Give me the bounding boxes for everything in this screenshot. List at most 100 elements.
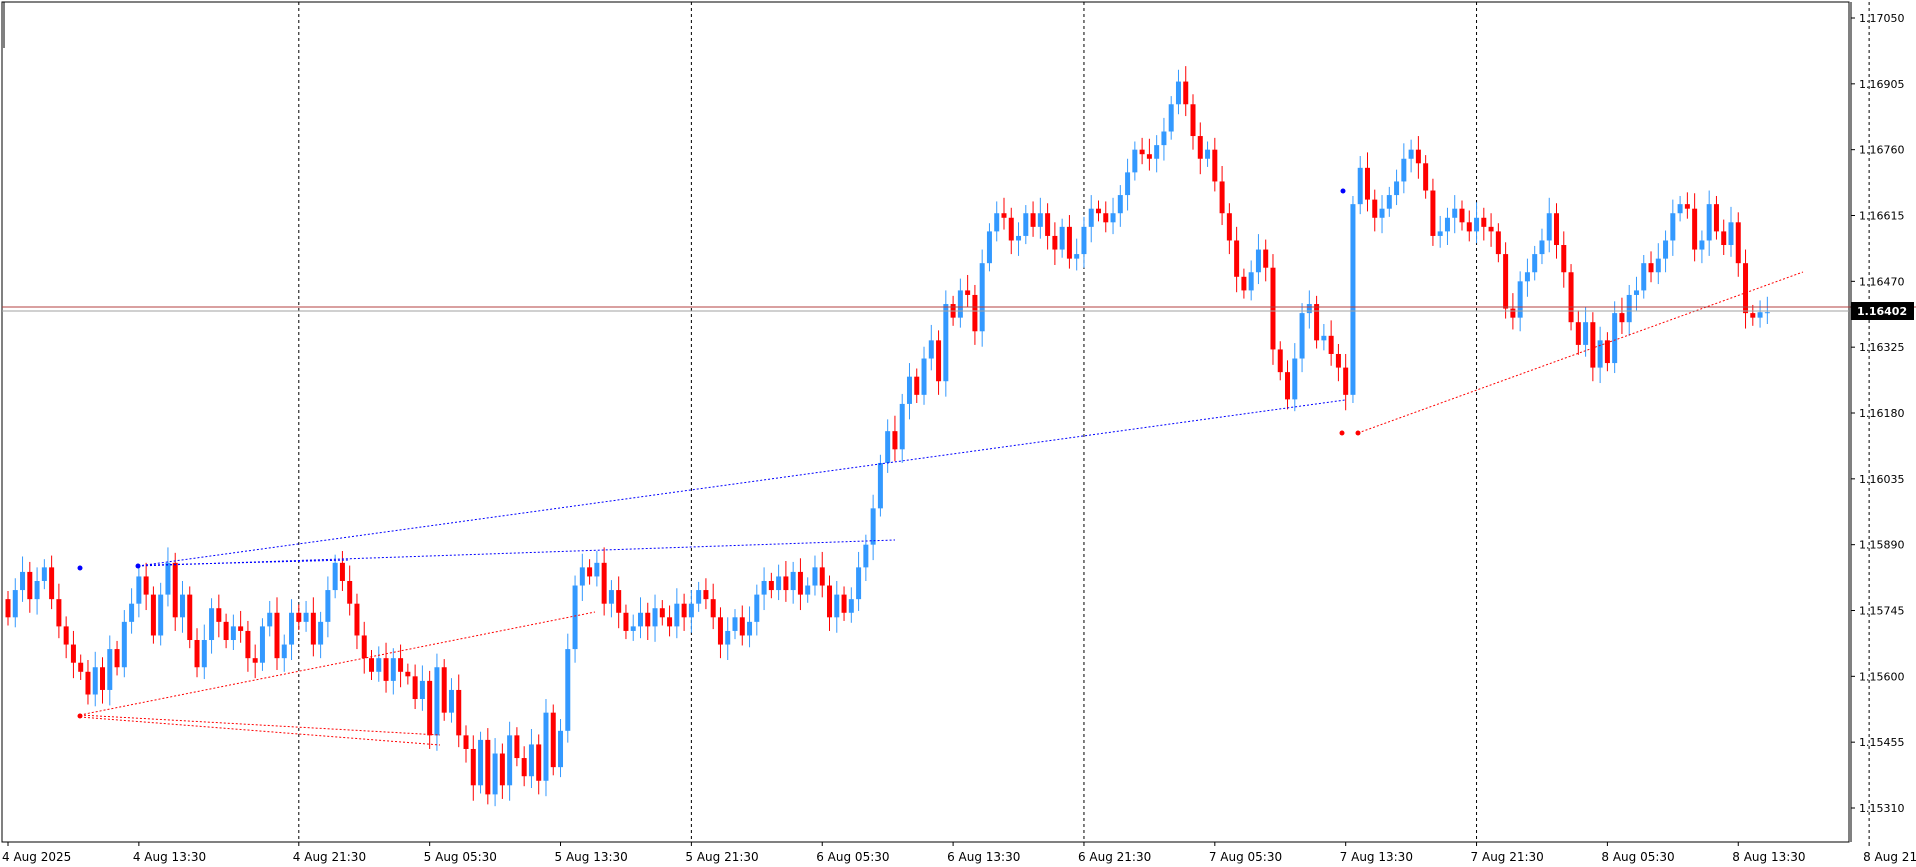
candle-bull xyxy=(434,667,440,736)
candle-bear xyxy=(150,594,156,636)
y-tick-label: 1.16180 xyxy=(1859,407,1905,420)
candle-bull xyxy=(325,590,331,622)
candle-bull xyxy=(209,608,215,641)
candle-bull xyxy=(863,544,869,568)
candle-bull xyxy=(790,571,796,591)
candle-bear xyxy=(1226,213,1232,241)
candle-bear xyxy=(296,612,302,622)
candle-bull xyxy=(12,590,18,618)
candle-bear xyxy=(1190,104,1196,137)
candle-bull xyxy=(1699,240,1705,250)
candle-bull xyxy=(1088,208,1094,227)
candle-bear xyxy=(398,658,404,672)
candle-bear xyxy=(172,562,178,618)
candle-bear xyxy=(100,667,106,690)
candle-bear xyxy=(1692,208,1698,250)
y-tick-label: 1.15455 xyxy=(1859,736,1905,749)
candle-bear xyxy=(470,748,476,786)
candle-bull xyxy=(1728,222,1734,246)
candle-bear xyxy=(1096,208,1101,214)
x-tick-label: 8 Aug 05:30 xyxy=(1601,850,1674,864)
candle-bull xyxy=(1663,240,1669,259)
candle-bear xyxy=(536,744,542,781)
candle-bull xyxy=(1764,312,1770,314)
candle-bear xyxy=(499,753,505,786)
candle-bear xyxy=(703,590,709,600)
candle-bear xyxy=(659,608,665,618)
y-tick-label: 1.16035 xyxy=(1859,473,1905,486)
y-tick-label: 1.17050 xyxy=(1859,12,1905,25)
candle-bull xyxy=(289,612,295,645)
candle-bear xyxy=(1604,340,1610,364)
candle-bull xyxy=(594,562,600,577)
x-tick-label: 6 Aug 21:30 xyxy=(1078,850,1151,864)
candle-bear xyxy=(1328,335,1334,354)
candle-bull xyxy=(696,590,702,604)
candle-bear xyxy=(768,580,774,591)
candle-bear xyxy=(5,599,11,618)
candle-bull xyxy=(579,567,585,586)
fractal-marker xyxy=(1355,430,1361,436)
candle-bear xyxy=(1343,367,1349,395)
candle-bull xyxy=(1670,213,1676,241)
candle-bull xyxy=(543,712,549,781)
candle-bear xyxy=(1364,167,1370,200)
candle-bear xyxy=(1285,372,1291,400)
candle-bear xyxy=(405,671,411,677)
candle-bull xyxy=(1299,313,1305,359)
candle-bear xyxy=(114,649,120,668)
candle-bull xyxy=(1757,312,1763,318)
candle-bear xyxy=(841,594,847,613)
candle-bear xyxy=(1335,353,1341,368)
candle-bull xyxy=(165,562,171,595)
candle-bear xyxy=(739,617,745,636)
candle-bear xyxy=(1423,163,1429,191)
x-tick-label: 4 Aug 2025 xyxy=(2,850,71,864)
candle-bull xyxy=(1474,217,1480,232)
candle-bull xyxy=(630,626,636,631)
candle-bull xyxy=(1517,281,1523,318)
candle-bear xyxy=(412,676,418,700)
candle-bear xyxy=(645,612,651,627)
candle-bull xyxy=(121,621,127,668)
candle-bear xyxy=(1372,199,1378,218)
candle-bear xyxy=(521,758,527,777)
candle-bear xyxy=(1066,226,1072,259)
candle-bear xyxy=(1430,190,1436,236)
candle-bear xyxy=(710,599,716,618)
candle-bull xyxy=(1168,104,1174,132)
candle-bull xyxy=(332,562,338,591)
candle-bear xyxy=(310,612,316,645)
candle-bear xyxy=(1561,245,1567,273)
candle-bear xyxy=(667,617,673,627)
candle-bull xyxy=(1154,145,1160,159)
candle-bull xyxy=(848,599,854,613)
candle-bear xyxy=(70,644,76,663)
candle-bull xyxy=(572,585,578,650)
candle-bear xyxy=(587,567,593,577)
candle-bull xyxy=(201,640,207,668)
blue-trend-line xyxy=(149,559,351,566)
candle-bear xyxy=(892,431,898,450)
candle-bull xyxy=(129,603,135,622)
candle-bull xyxy=(1306,304,1312,314)
candle-bull xyxy=(1408,149,1414,159)
candle-bull xyxy=(1633,290,1639,295)
candle-bear xyxy=(354,603,360,636)
y-tick-label: 1.16470 xyxy=(1859,275,1905,288)
candle-bear xyxy=(616,590,622,613)
candle-bear xyxy=(78,662,84,672)
candle-bull xyxy=(1539,240,1545,255)
candle-bull xyxy=(1394,181,1400,196)
y-tick-label: 1.16760 xyxy=(1859,144,1905,157)
candle-bull xyxy=(943,304,949,382)
candle-bear xyxy=(1030,213,1036,227)
candle-bear xyxy=(1503,254,1509,309)
candle-bear xyxy=(914,376,920,395)
candle-bull xyxy=(1117,195,1123,214)
candle-bear xyxy=(819,567,825,586)
fractal-marker xyxy=(77,713,83,719)
candle-bear xyxy=(972,294,978,332)
candle-bull xyxy=(906,376,912,404)
